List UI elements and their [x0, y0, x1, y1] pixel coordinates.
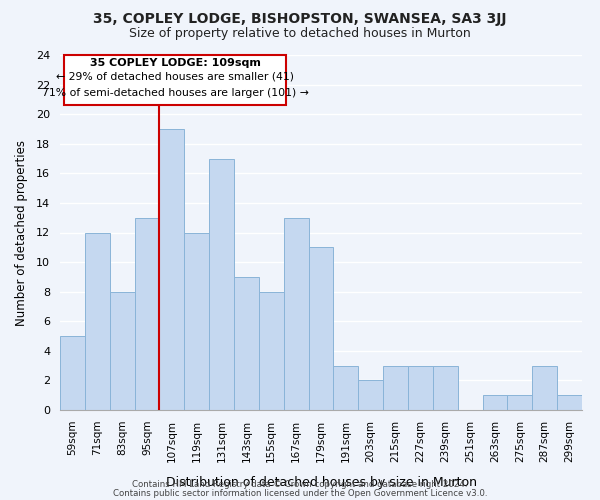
Bar	[259, 292, 284, 410]
Text: Contains HM Land Registry data © Crown copyright and database right 2024.: Contains HM Land Registry data © Crown c…	[132, 480, 468, 489]
Bar	[383, 366, 408, 410]
Bar	[334, 366, 358, 410]
Bar	[532, 366, 557, 410]
Text: 71% of semi-detached houses are larger (101) →: 71% of semi-detached houses are larger (…	[41, 88, 308, 99]
Bar	[110, 292, 134, 410]
Bar	[557, 395, 582, 410]
Y-axis label: Number of detached properties: Number of detached properties	[14, 140, 28, 326]
Bar	[482, 395, 508, 410]
Bar	[60, 336, 85, 410]
X-axis label: Distribution of detached houses by size in Murton: Distribution of detached houses by size …	[166, 476, 476, 488]
Bar	[184, 232, 209, 410]
Bar	[433, 366, 458, 410]
Text: 35, COPLEY LODGE, BISHOPSTON, SWANSEA, SA3 3JJ: 35, COPLEY LODGE, BISHOPSTON, SWANSEA, S…	[93, 12, 507, 26]
Bar	[408, 366, 433, 410]
Bar	[358, 380, 383, 410]
Bar	[134, 218, 160, 410]
Bar	[160, 129, 184, 410]
Text: Size of property relative to detached houses in Murton: Size of property relative to detached ho…	[129, 28, 471, 40]
Text: ← 29% of detached houses are smaller (41): ← 29% of detached houses are smaller (41…	[56, 72, 294, 82]
Bar	[284, 218, 308, 410]
Bar	[234, 277, 259, 410]
Bar	[209, 158, 234, 410]
Bar	[508, 395, 532, 410]
Bar	[85, 232, 110, 410]
Text: 35 COPLEY LODGE: 109sqm: 35 COPLEY LODGE: 109sqm	[89, 58, 260, 68]
Bar	[308, 248, 334, 410]
Text: Contains public sector information licensed under the Open Government Licence v3: Contains public sector information licen…	[113, 488, 487, 498]
FancyBboxPatch shape	[64, 55, 286, 106]
